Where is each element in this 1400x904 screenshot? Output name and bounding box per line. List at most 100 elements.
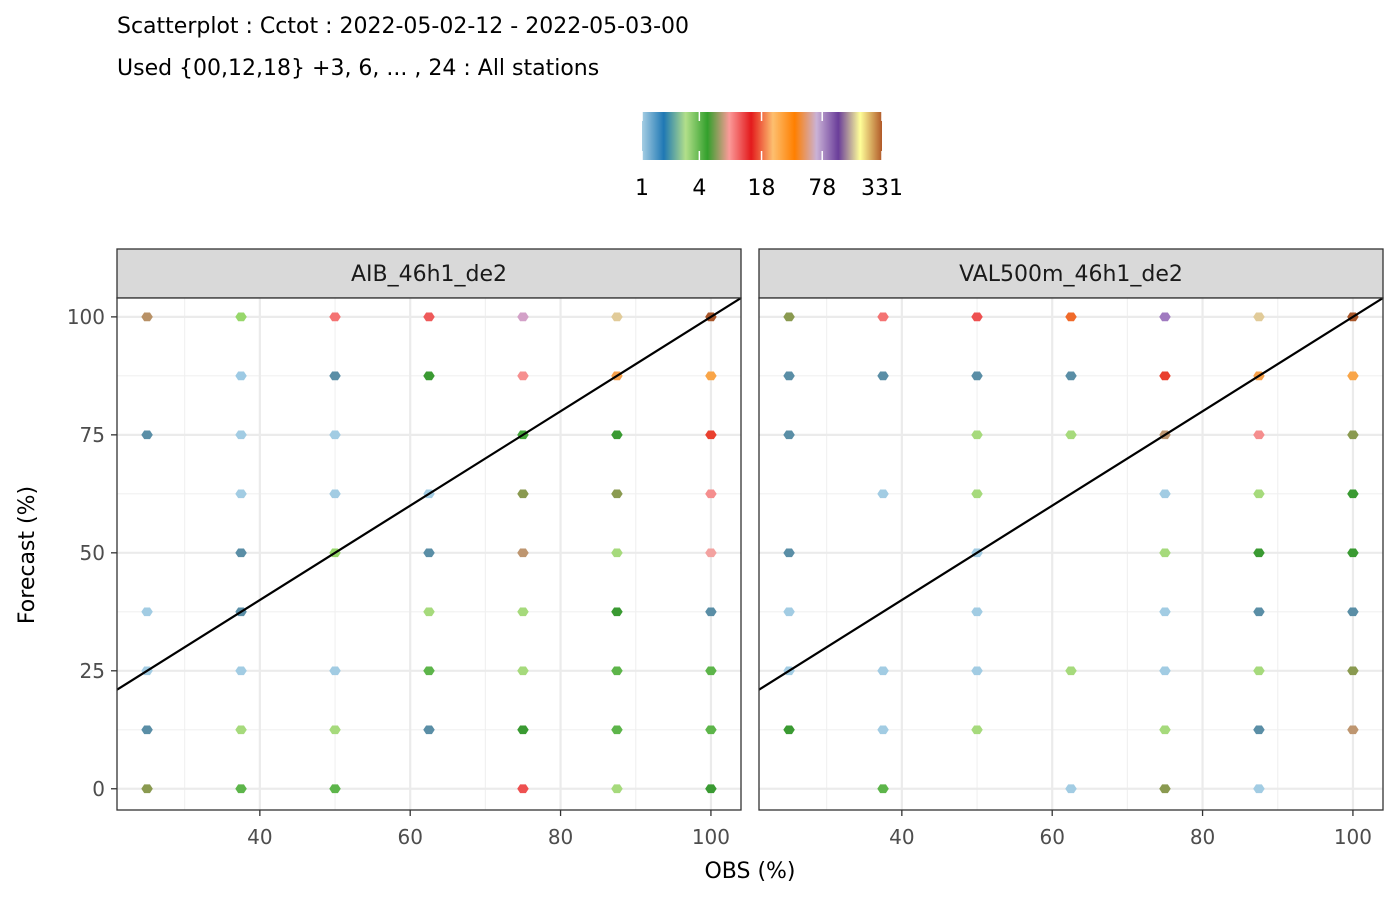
- legend-label: 78: [808, 176, 836, 201]
- data-point: [877, 312, 889, 322]
- data-point: [423, 548, 435, 558]
- data-point: [705, 666, 717, 676]
- data-point: [783, 430, 795, 440]
- color-legend: 1 4 18 78 331: [635, 112, 903, 201]
- points: [141, 312, 717, 794]
- data-point: [877, 666, 889, 676]
- x-tick-label: 80: [1190, 825, 1215, 849]
- data-point: [971, 312, 983, 322]
- data-point: [1065, 666, 1077, 676]
- data-point: [423, 312, 435, 322]
- data-point: [705, 784, 717, 794]
- data-point: [1159, 371, 1171, 381]
- data-point: [1253, 725, 1265, 735]
- data-point: [1347, 666, 1359, 676]
- y-tick-label: 100: [67, 305, 105, 329]
- data-point: [517, 725, 529, 735]
- x-tick-label: 100: [1334, 825, 1372, 849]
- data-point: [877, 489, 889, 499]
- data-point: [783, 548, 795, 558]
- identity-line: [759, 298, 1383, 691]
- data-point: [877, 725, 889, 735]
- chart-title: Scatterplot : Cctot : 2022-05-02-12 - 20…: [117, 14, 689, 39]
- data-point: [783, 725, 795, 735]
- data-point: [1253, 312, 1265, 322]
- data-point: [611, 784, 623, 794]
- panel-background: [759, 298, 1383, 810]
- data-point: [611, 548, 623, 558]
- data-point: [235, 548, 247, 558]
- data-point: [1253, 666, 1265, 676]
- legend-label: 4: [692, 176, 706, 201]
- data-point: [1065, 430, 1077, 440]
- data-point: [329, 725, 341, 735]
- facet-strip: [116, 248, 742, 299]
- data-point: [705, 725, 717, 735]
- data-point: [611, 312, 623, 322]
- x-tick-label: 40: [247, 825, 272, 849]
- data-point: [877, 784, 889, 794]
- data-point: [705, 548, 717, 558]
- data-point: [705, 371, 717, 381]
- data-point: [971, 371, 983, 381]
- legend-label: 331: [861, 176, 903, 201]
- data-point: [329, 430, 341, 440]
- data-point: [329, 784, 341, 794]
- data-point: [1347, 489, 1359, 499]
- data-point: [1347, 430, 1359, 440]
- data-point: [235, 784, 247, 794]
- legend-label: 18: [748, 176, 776, 201]
- legend-label: 1: [635, 176, 649, 201]
- panel-border: [758, 297, 1384, 811]
- panel-1: AIB_46h1_de2 40 60 80 100 0 25 50 75 100: [67, 248, 742, 849]
- data-point: [611, 666, 623, 676]
- y-tick-label: 50: [80, 541, 105, 565]
- data-point: [705, 430, 717, 440]
- data-point: [1347, 548, 1359, 558]
- data-point: [141, 607, 153, 617]
- data-point: [1159, 489, 1171, 499]
- x-axis-title: OBS (%): [704, 859, 795, 884]
- data-point: [235, 430, 247, 440]
- data-point: [235, 312, 247, 322]
- data-point: [971, 430, 983, 440]
- data-point: [141, 725, 153, 735]
- data-point: [705, 489, 717, 499]
- data-point: [517, 489, 529, 499]
- data-point: [517, 607, 529, 617]
- y-tick-label: 75: [80, 423, 105, 447]
- data-point: [783, 371, 795, 381]
- data-point: [235, 666, 247, 676]
- data-point: [611, 725, 623, 735]
- data-point: [329, 666, 341, 676]
- data-point: [329, 371, 341, 381]
- data-point: [971, 725, 983, 735]
- data-point: [1159, 666, 1171, 676]
- data-point: [1159, 607, 1171, 617]
- data-point: [783, 607, 795, 617]
- data-point: [423, 725, 435, 735]
- data-point: [1253, 607, 1265, 617]
- data-point: [1065, 371, 1077, 381]
- data-point: [1253, 784, 1265, 794]
- panel-2: VAL500m_46h1_de2 40 60 80 100: [758, 248, 1384, 849]
- x-tick-label: 60: [1039, 825, 1064, 849]
- data-point: [329, 312, 341, 322]
- data-point: [141, 784, 153, 794]
- data-point: [877, 371, 889, 381]
- panel-border: [116, 297, 742, 811]
- data-point: [1159, 725, 1171, 735]
- data-point: [1253, 548, 1265, 558]
- data-point: [517, 784, 529, 794]
- facet-strip-label: VAL500m_46h1_de2: [959, 262, 1183, 287]
- data-point: [235, 371, 247, 381]
- data-point: [971, 666, 983, 676]
- y-tick-label: 25: [80, 659, 105, 683]
- data-point: [235, 725, 247, 735]
- data-point: [517, 312, 529, 322]
- data-point: [423, 371, 435, 381]
- facet-strip-label: AIB_46h1_de2: [351, 262, 507, 287]
- data-point: [611, 430, 623, 440]
- data-point: [1347, 725, 1359, 735]
